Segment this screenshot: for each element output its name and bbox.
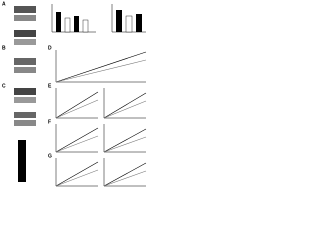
blots (14, 6, 36, 182)
bar-chart (51, 4, 96, 33)
line-chart (55, 50, 147, 83)
line-chart (55, 88, 99, 119)
panel-label: D (48, 45, 52, 51)
panel-label: C (2, 83, 6, 89)
panel-label: B (2, 45, 6, 51)
panel-label: A (2, 1, 6, 7)
line-chart (103, 124, 147, 153)
bar-chart (111, 4, 146, 33)
line-chart (103, 158, 147, 187)
panel-label: G (48, 153, 52, 159)
line-chart (55, 158, 99, 187)
panel-label: E (48, 83, 52, 89)
panel-label: F (48, 119, 51, 125)
line-chart (55, 124, 99, 153)
figure: A B C D E F G (2, 1, 147, 187)
line-chart (103, 88, 147, 119)
